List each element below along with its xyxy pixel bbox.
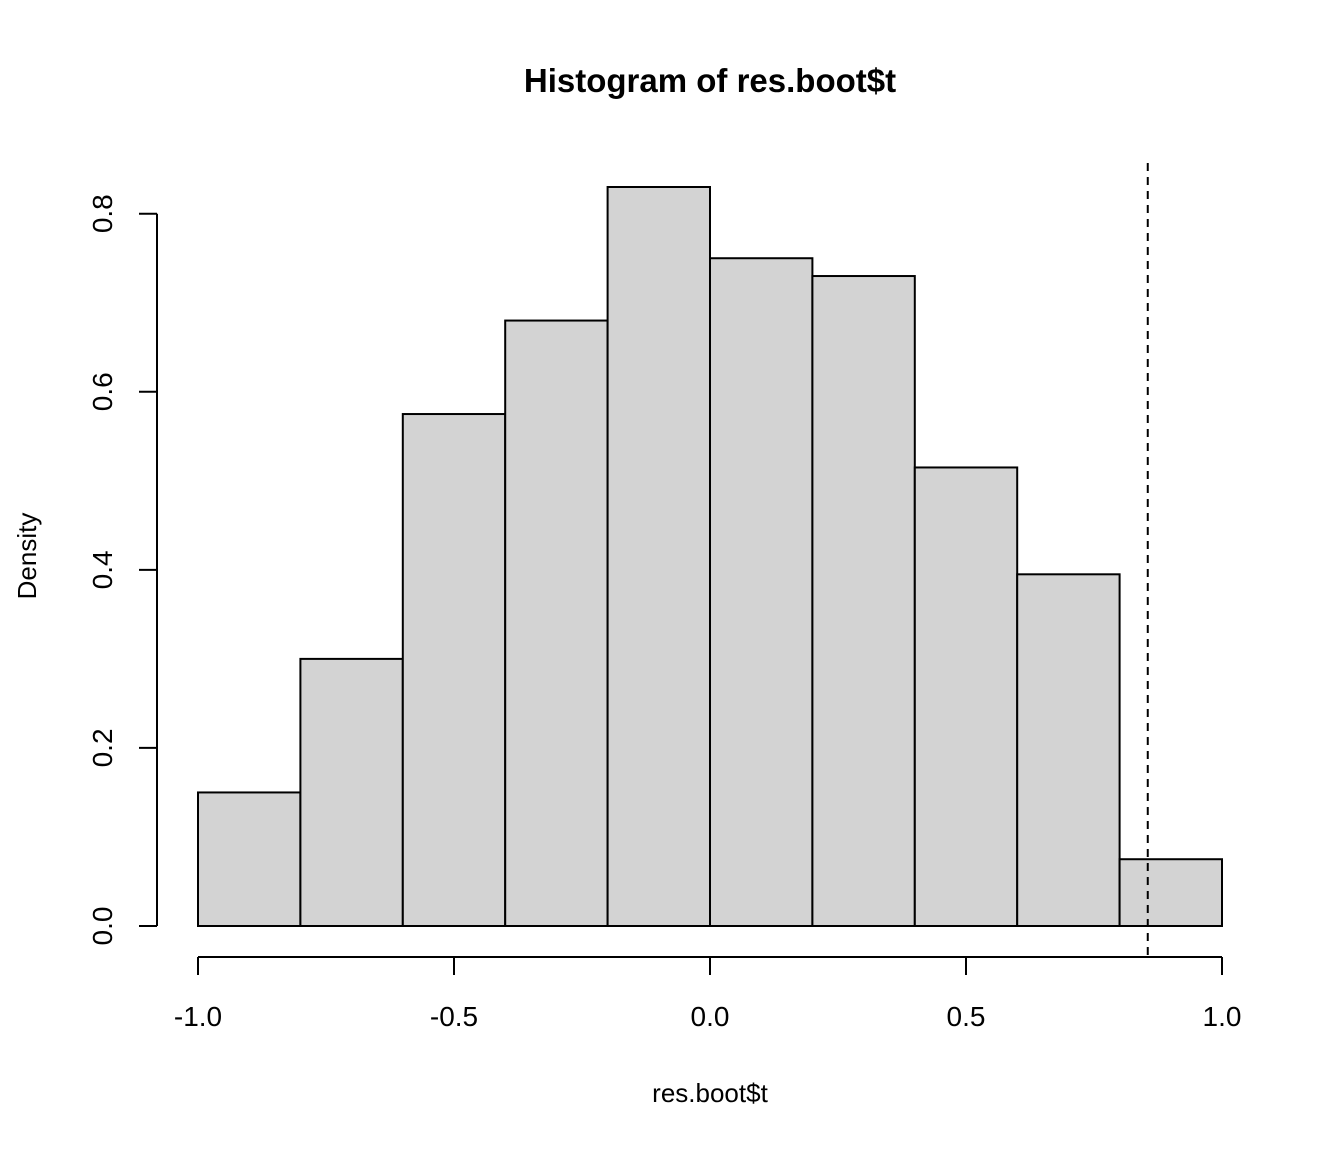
histogram-bar-4 <box>606 186 711 927</box>
y-axis-label: Density <box>12 513 42 600</box>
histogram-bar-6 <box>811 275 916 927</box>
y-tick-label: 0.2 <box>87 728 118 767</box>
bars-group <box>197 186 1223 928</box>
x-axis: -1.0 -0.5 0.0 0.5 1.0 <box>174 956 1242 1032</box>
chart-title: Histogram of res.boot$t <box>524 62 896 99</box>
x-tick-label: -0.5 <box>430 1001 478 1032</box>
x-tick-label: 0.0 <box>691 1001 730 1032</box>
histogram-bar-1 <box>299 657 404 927</box>
y-tick-label: 0.0 <box>87 907 118 946</box>
x-tick-label: -1.0 <box>174 1001 222 1032</box>
histogram-bar-0 <box>197 791 302 928</box>
histogram-bar-8 <box>1016 573 1121 928</box>
y-tick-label: 0.6 <box>87 372 118 411</box>
x-tick-label: 0.5 <box>947 1001 986 1032</box>
histogram-bar-5 <box>709 257 814 927</box>
x-axis-label: res.boot$t <box>652 1078 768 1108</box>
histogram-bar-3 <box>504 319 609 928</box>
y-axis: 0.0 0.2 0.4 0.6 0.8 <box>87 194 158 946</box>
histogram-bar-7 <box>913 466 1019 927</box>
y-tick-label: 0.4 <box>87 550 118 589</box>
histogram-bar-9 <box>1118 858 1223 928</box>
x-tick-label: 1.0 <box>1203 1001 1242 1032</box>
histogram-bar-2 <box>401 413 507 927</box>
y-tick-label: 0.8 <box>87 194 118 233</box>
